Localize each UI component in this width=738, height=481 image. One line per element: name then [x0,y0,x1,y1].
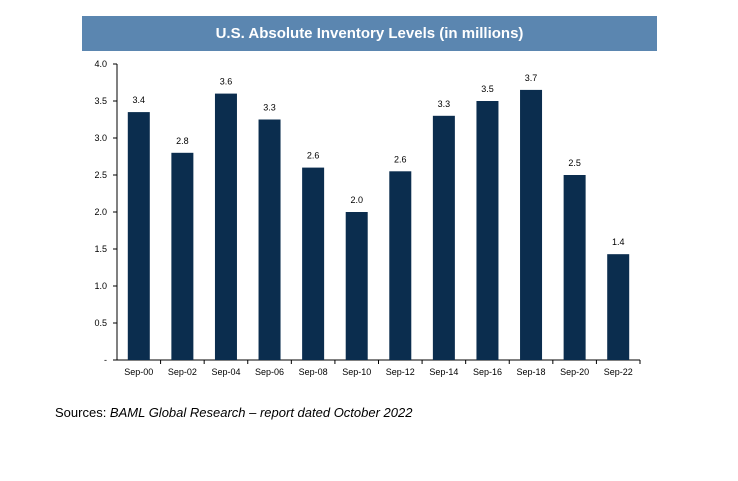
data-label: 3.4 [133,95,146,105]
data-label: 3.6 [220,77,233,87]
bar [127,112,150,360]
y-tick-label: 2.0 [94,207,107,217]
x-tick-label: Sep-18 [517,367,546,377]
x-tick-label: Sep-08 [299,367,328,377]
x-tick-label: Sep-16 [473,367,502,377]
bar-chart: - 0.5 1.0 1.5 2.0 2.5 3.0 3.5 4.0 Sep-00 3.4 Sep-02… [94,59,641,377]
bar [302,167,325,360]
y-tick-label: 2.5 [94,170,107,180]
x-tick-label: Sep-20 [560,367,589,377]
bar [607,254,630,360]
y-tick-label: 0.5 [94,318,107,328]
x-tick-label: Sep-02 [168,367,197,377]
x-tick-label: Sep-10 [342,367,371,377]
data-label: 3.3 [438,99,451,109]
data-label: 3.5 [481,84,494,94]
bar [520,89,543,361]
data-label: 2.8 [176,136,189,146]
bar [432,115,455,360]
x-tick-label: Sep-06 [255,367,284,377]
data-label: 2.6 [307,151,320,161]
x-tick-label: Sep-12 [386,367,415,377]
source-label: Sources: [55,405,110,420]
y-tick-label: 3.0 [94,133,107,143]
y-tick-label: 1.0 [94,281,107,291]
data-label: 1.4 [612,237,625,247]
source-text: BAML Global Research – report dated Octo… [109,405,413,420]
x-tick-label: Sep-04 [211,367,240,377]
bar [258,119,281,360]
x-tick-label: Sep-14 [429,367,458,377]
source-note: Sources: BAML Global Research – report d… [55,405,412,420]
bar [345,212,368,360]
bar [389,171,412,360]
data-label: 2.5 [568,158,581,168]
y-tick-label: 4.0 [94,59,107,69]
data-label: 2.0 [350,195,363,205]
bar [476,101,499,360]
bar [563,175,586,360]
data-label: 3.3 [263,103,276,113]
y-tick-label: 1.5 [94,244,107,254]
data-label: 2.6 [394,154,407,164]
bar [214,93,237,360]
bar [171,152,194,360]
x-tick-label: Sep-00 [124,367,153,377]
y-tick-label: - [104,355,107,365]
x-tick-label: Sep-22 [604,367,633,377]
y-tick-label: 3.5 [94,96,107,106]
data-label: 3.7 [525,73,538,83]
chart-title: U.S. Absolute Inventory Levels (in milli… [82,16,657,51]
